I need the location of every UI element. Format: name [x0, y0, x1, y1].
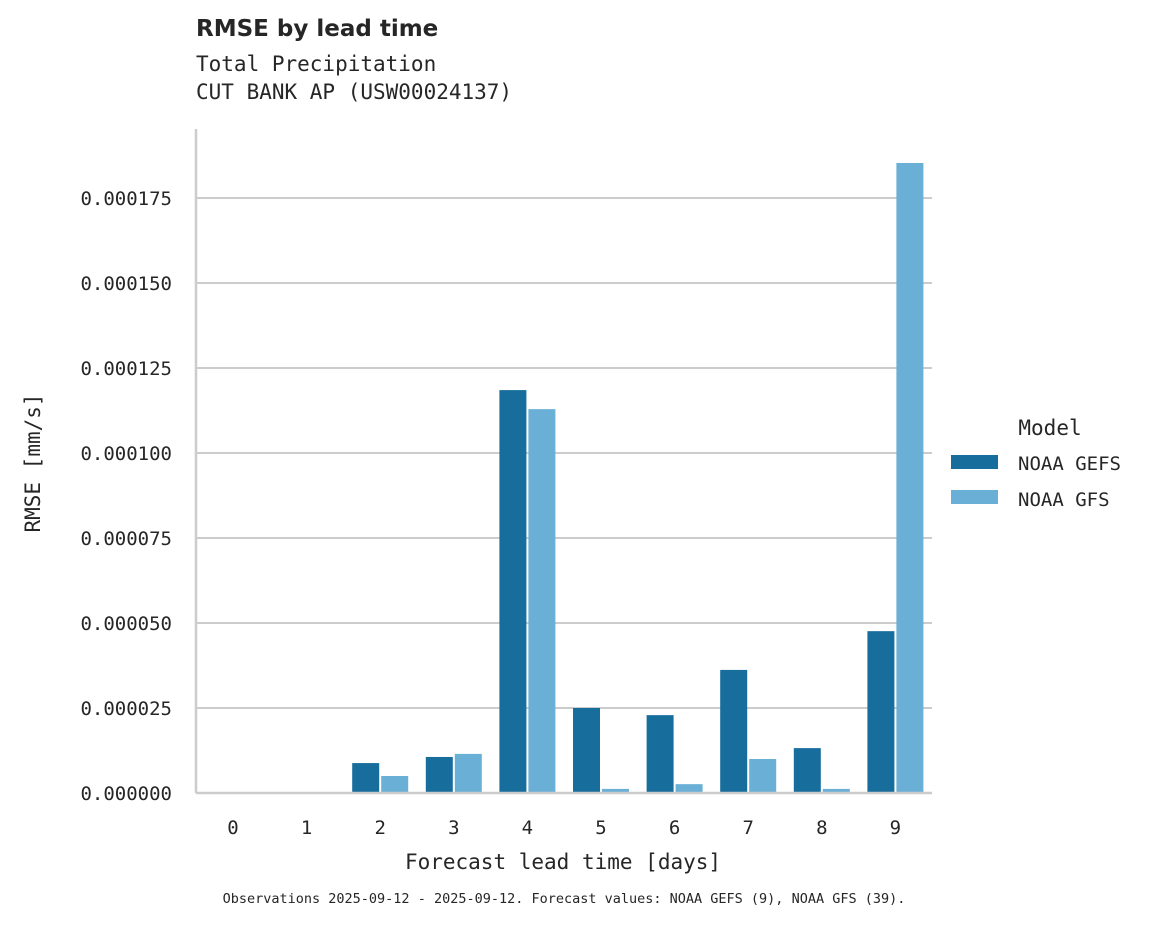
bar-gfs-lead-8	[822, 788, 850, 793]
legend-swatch-gfs	[951, 490, 998, 504]
axes	[194, 129, 932, 795]
legend-label-gefs: NOAA GEFS	[1018, 453, 1121, 475]
bar-gfs-lead-6	[675, 784, 703, 793]
x-tick-label: 7	[742, 817, 753, 839]
x-tick-label: 1	[301, 817, 312, 839]
legend-title: Model	[1018, 416, 1081, 440]
legend-label-gfs: NOAA GFS	[1018, 489, 1110, 511]
y-tick-label: 0.000050	[80, 613, 172, 635]
x-tick-label: 3	[448, 817, 459, 839]
bar-gefs-lead-2	[352, 763, 380, 793]
x-axis-label: Forecast lead time [days]	[405, 850, 721, 874]
y-tick-label: 0.000150	[80, 273, 172, 295]
bar-gefs-lead-5	[573, 708, 600, 793]
y-tick-labels: 0.000000 0.000025 0.000050 0.000075 0.000100…	[80, 188, 172, 805]
x-tick-label: 9	[890, 817, 901, 839]
chart-title: RMSE by lead time	[196, 16, 439, 42]
bar-gfs-lead-3	[454, 753, 482, 793]
x-tick-labels: 0 1 2 3 4 5 6 7 8 9	[227, 817, 901, 839]
bar-gfs-lead-7	[749, 759, 777, 793]
bar-gfs-lead-4	[528, 409, 556, 793]
bar-gefs-lead-3	[425, 756, 453, 793]
bar-gefs-lead-6	[646, 715, 674, 793]
x-tick-label: 6	[669, 817, 680, 839]
bar-gefs-lead-9	[867, 631, 895, 793]
y-tick-label: 0.000175	[80, 188, 172, 210]
bar-gefs-lead-7	[720, 669, 748, 793]
bar-gfs-lead-9	[896, 162, 924, 794]
bar-gefs-lead-8	[793, 748, 821, 793]
bar-gfs-lead-2	[381, 776, 409, 793]
legend: Model NOAA GEFS NOAA GFS	[951, 416, 1121, 511]
legend-swatch-gefs	[951, 455, 998, 469]
chart-subtitle-station: CUT BANK AP (USW00024137)	[196, 80, 513, 104]
x-tick-label: 4	[522, 817, 533, 839]
bars	[352, 162, 924, 794]
y-tick-label: 0.000075	[80, 528, 172, 550]
x-tick-label: 2	[374, 817, 385, 839]
bar-gefs-lead-4	[499, 390, 527, 793]
y-tick-label: 0.000125	[80, 358, 172, 380]
x-tick-label: 5	[595, 817, 606, 839]
gridlines	[196, 197, 932, 709]
y-tick-label: 0.000025	[80, 698, 172, 720]
y-tick-label: 0.000000	[80, 783, 172, 805]
y-axis-label: RMSE [mm/s]	[21, 393, 45, 532]
x-tick-label: 8	[816, 817, 827, 839]
footnote: Observations 2025-09-12 - 2025-09-12. Fo…	[222, 891, 906, 907]
x-tick-label: 0	[227, 817, 238, 839]
chart-subtitle-variable: Total Precipitation	[196, 52, 437, 76]
y-tick-label: 0.000100	[80, 443, 172, 465]
bar-gfs-lead-5	[602, 788, 629, 793]
